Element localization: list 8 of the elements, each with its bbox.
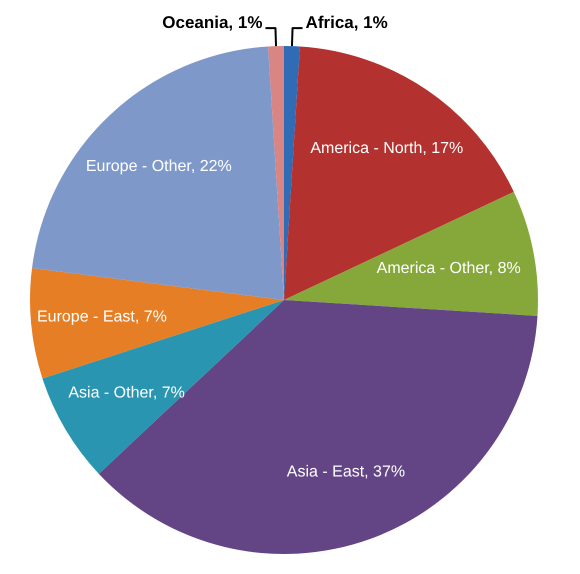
slice-label: America - North, 17% [310,140,464,158]
slice-label: Asia - East, 37% [286,463,406,480]
slice-label: Oceania, 1% [162,12,262,32]
slice-label: Africa, 1% [306,12,388,32]
slice-label: America - Other, 8% [376,260,521,277]
slice-label: Europe - Other, 22% [86,158,232,176]
slice-label: Europe - East, 7% [37,308,167,326]
slice-label: Asia - Other, 7% [68,384,185,402]
